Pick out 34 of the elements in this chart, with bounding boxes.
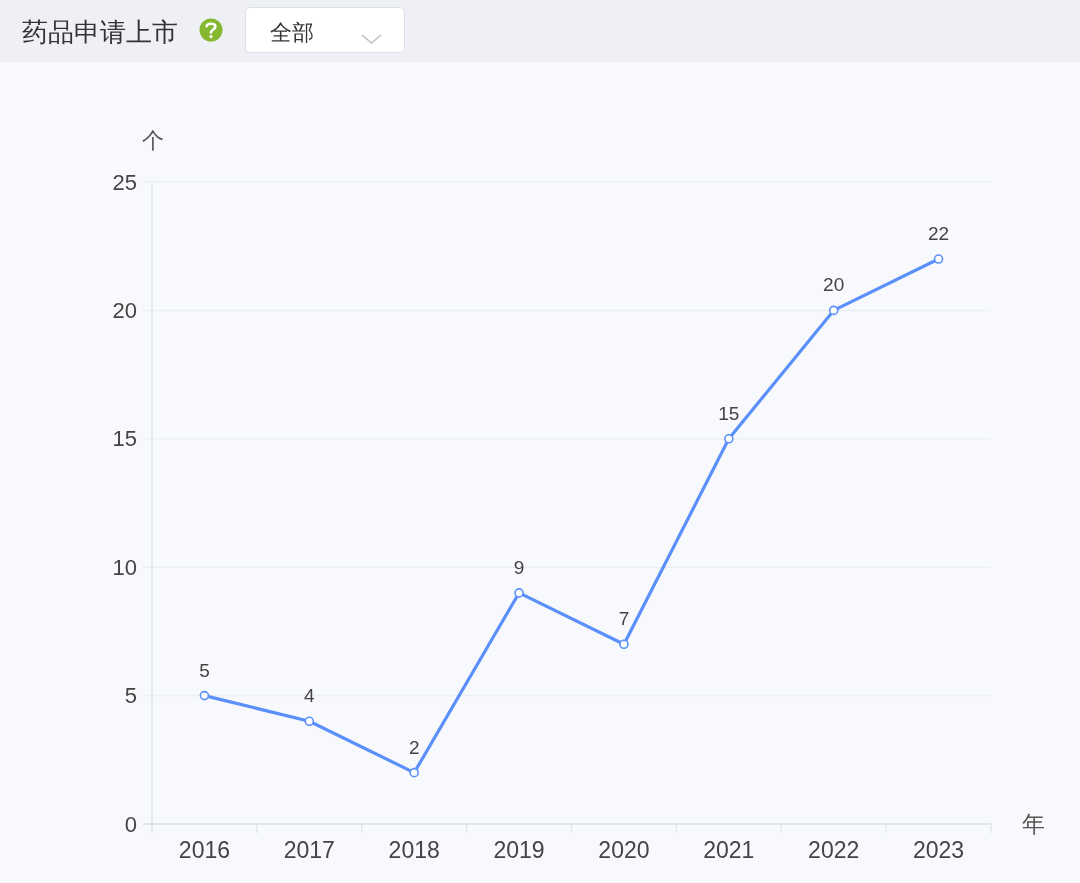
data-label: 5: [199, 659, 210, 681]
point: [828, 305, 839, 316]
title: 药品申请上市: [22, 17, 178, 47]
y-tick-label: 20: [112, 297, 137, 323]
point: [199, 690, 210, 701]
data-label: 7: [618, 608, 630, 630]
x-tick-label: 2017: [283, 837, 335, 863]
point: [619, 639, 629, 650]
x-tick-label: 2016: [178, 837, 231, 863]
y-tick-label: 10: [112, 554, 137, 580]
data-label: 22: [927, 223, 950, 245]
point: [409, 767, 419, 778]
x-tick-label: 2021: [703, 837, 755, 863]
y-tick-label: 5: [124, 683, 137, 709]
point: [933, 254, 944, 264]
y-tick-label: 0: [124, 811, 137, 837]
dropdown: 全部: [245, 7, 405, 53]
x-tick-label: 2022: [808, 837, 860, 863]
x-axis-title: 年: [1021, 811, 1045, 837]
x-tick-label: 2020: [598, 837, 650, 863]
x-tick-label: 2019: [493, 837, 545, 863]
y-tick-label: 25: [112, 169, 137, 195]
point: [514, 588, 524, 598]
point: [724, 434, 734, 444]
data-label: 20: [823, 274, 845, 296]
y-tick-label: 15: [112, 426, 137, 452]
data-label: 9: [513, 556, 525, 578]
x-tick-label: 2023: [912, 837, 965, 863]
data-label: 4: [304, 685, 316, 707]
data-label: 2: [408, 736, 420, 758]
point: [304, 716, 315, 727]
y-axis-title: 个: [142, 128, 164, 153]
x-tick-label: 2018: [388, 837, 440, 863]
data-label: 15: [718, 402, 740, 424]
